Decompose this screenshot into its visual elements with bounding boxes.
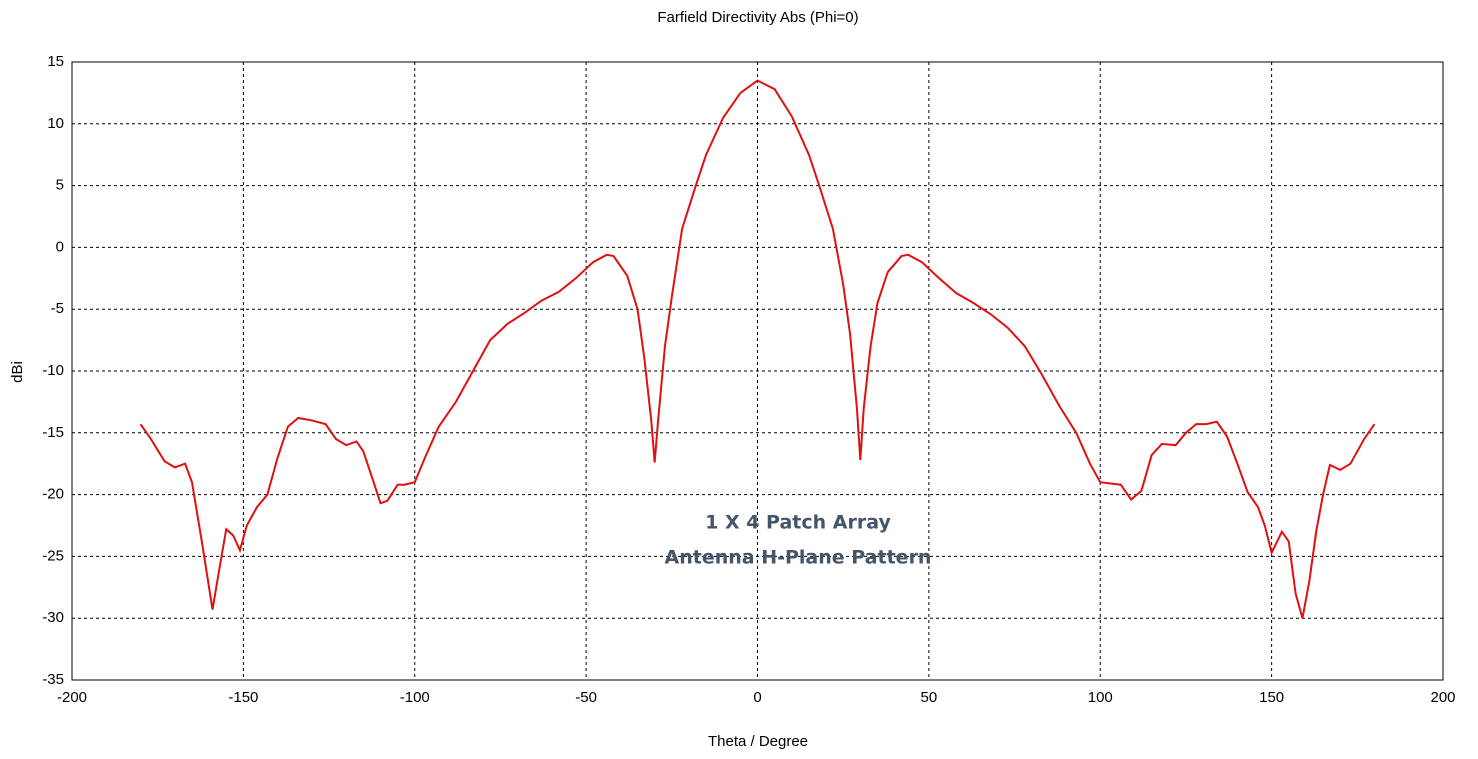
x-tick-label: 50	[921, 689, 938, 706]
x-tick-label: 200	[1430, 689, 1455, 706]
x-tick-label: -150	[228, 689, 258, 706]
y-tick-label: -30	[42, 609, 64, 626]
annotation: Antenna H-Plane Pattern	[665, 547, 932, 569]
y-tick-label: -5	[51, 300, 64, 317]
x-tick-label: 150	[1259, 689, 1284, 706]
chart-title: Farfield Directivity Abs (Phi=0)	[657, 9, 858, 26]
x-tick-label: 0	[753, 689, 761, 706]
data-line	[139, 79, 1376, 619]
y-axis-label: dBi	[9, 361, 26, 383]
y-tick-label: -35	[42, 671, 64, 688]
x-tick-label: 100	[1088, 689, 1113, 706]
x-axis-label: Theta / Degree	[708, 733, 808, 750]
y-tick-label: 15	[47, 53, 64, 70]
y-tick-label: -25	[42, 547, 64, 564]
y-tick-label: -10	[42, 362, 64, 379]
x-tick-label: -200	[57, 689, 87, 706]
y-tick-label: -15	[42, 424, 64, 441]
x-tick-label: -50	[575, 689, 597, 706]
x-tick-label: -100	[400, 689, 430, 706]
annotation: 1 X 4 Patch Array	[705, 512, 891, 534]
y-tick-label: 0	[56, 238, 64, 255]
y-tick-label: -20	[42, 486, 64, 503]
y-tick-label: 10	[47, 115, 64, 132]
y-tick-label: 5	[56, 177, 64, 194]
plot-frame	[71, 61, 1444, 681]
